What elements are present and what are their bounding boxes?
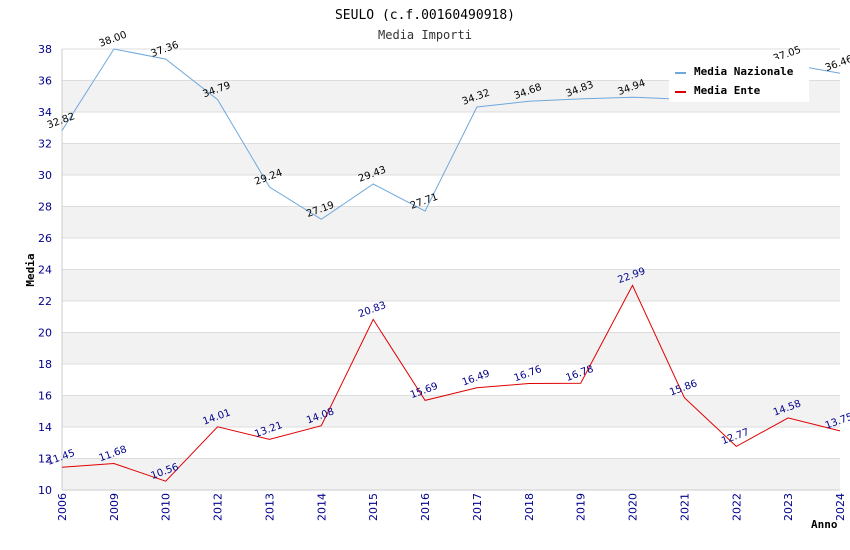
x-tick-label: 2015 bbox=[367, 493, 380, 521]
grid-band bbox=[62, 458, 840, 490]
y-tick-labels: 10 12 14 16 18 20 22 24 26 28 30 32 34 36 38 bbox=[38, 43, 52, 497]
x-tick-label: 2016 bbox=[419, 493, 432, 521]
data-label: 38.00 bbox=[98, 30, 129, 50]
x-tick-label: 2023 bbox=[782, 493, 795, 521]
y-axis-label: Media bbox=[24, 253, 37, 286]
grid-band bbox=[62, 395, 840, 427]
y-tick-label: 24 bbox=[38, 264, 52, 277]
x-tick-label: 2020 bbox=[627, 493, 640, 521]
grid-band bbox=[62, 206, 840, 238]
x-tick-label: 2014 bbox=[315, 493, 328, 521]
y-tick-label: 14 bbox=[38, 421, 52, 434]
x-tick-label: 2010 bbox=[160, 493, 173, 521]
gridlines bbox=[62, 48, 840, 491]
x-tick-label: 2024 bbox=[834, 493, 847, 521]
data-label: 37.36 bbox=[150, 40, 181, 60]
x-tick-label: 2013 bbox=[263, 493, 276, 521]
plot-background-bands bbox=[62, 80, 840, 490]
y-tick-label: 18 bbox=[38, 358, 52, 371]
y-tick-label: 20 bbox=[38, 327, 52, 340]
y-tick-label: 26 bbox=[38, 232, 52, 245]
chart-subtitle: Media Importi bbox=[378, 28, 472, 42]
y-tick-label: 34 bbox=[38, 106, 52, 119]
legend-box bbox=[669, 59, 809, 102]
legend: Media Nazionale Media Ente bbox=[669, 59, 809, 102]
chart-title: SEULO (c.f.00160490918) bbox=[335, 8, 515, 23]
data-label: 36.46 bbox=[824, 54, 850, 74]
x-tick-label: 2019 bbox=[575, 493, 588, 521]
legend-label-ente: Media Ente bbox=[694, 84, 761, 97]
x-tick-labels: 2006 2009 2010 2012 2013 2014 2015 2016 2017 2018… bbox=[56, 493, 847, 521]
y-tick-label: 12 bbox=[38, 453, 52, 466]
y-tick-label: 32 bbox=[38, 138, 52, 151]
x-tick-label: 2018 bbox=[523, 493, 536, 521]
axes bbox=[61, 49, 840, 491]
x-tick-label: 2017 bbox=[471, 493, 484, 521]
legend-label-nazionale: Media Nazionale bbox=[694, 65, 794, 78]
y-tick-label: 22 bbox=[38, 295, 52, 308]
series-line-ente bbox=[61, 284, 841, 482]
y-tick-label: 16 bbox=[38, 390, 52, 403]
x-axis-label: Anno bbox=[811, 518, 838, 531]
x-tick-label: 2022 bbox=[730, 493, 743, 521]
y-tick-label: 38 bbox=[38, 43, 52, 56]
y-tick-label: 10 bbox=[38, 484, 52, 497]
y-tick-label: 36 bbox=[38, 75, 52, 88]
data-label: 16.76 bbox=[513, 364, 544, 384]
x-tick-label: 2012 bbox=[212, 493, 225, 521]
grid-band bbox=[62, 332, 840, 364]
y-tick-label: 28 bbox=[38, 201, 52, 214]
grid-band bbox=[62, 269, 840, 301]
y-tick-label: 30 bbox=[38, 169, 52, 182]
x-tick-label: 2006 bbox=[56, 493, 69, 521]
x-tick-label: 2009 bbox=[108, 493, 121, 521]
data-label: 20.83 bbox=[357, 300, 388, 320]
data-label: 16.49 bbox=[461, 368, 492, 388]
data-label: 16.78 bbox=[564, 364, 595, 384]
data-label: 12.77 bbox=[720, 427, 751, 447]
x-tick-label: 2021 bbox=[678, 493, 691, 521]
